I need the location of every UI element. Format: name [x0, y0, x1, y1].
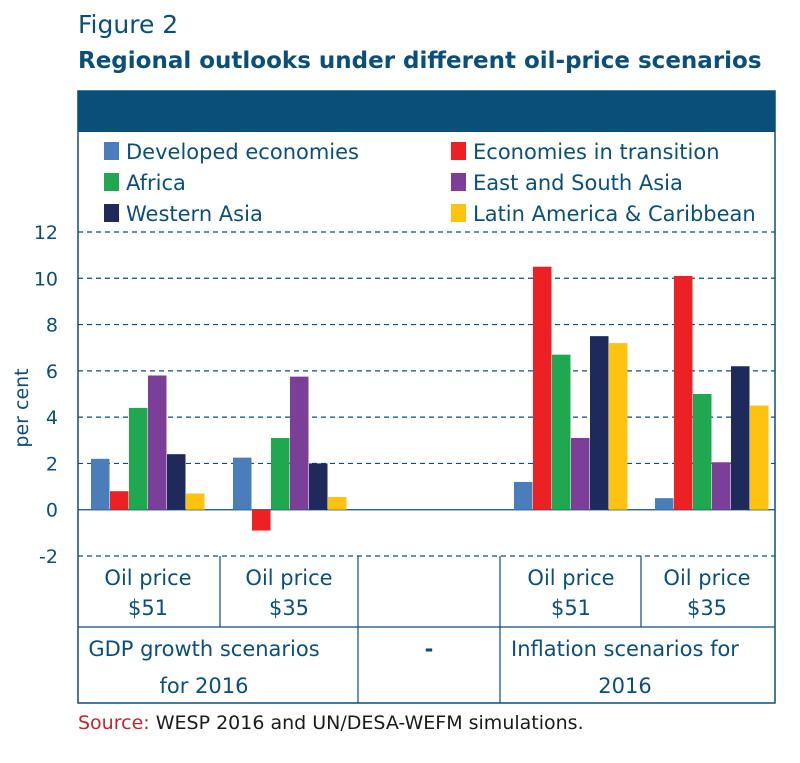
group-label: $35: [687, 596, 727, 620]
bar: [609, 343, 628, 510]
legend-swatch: [104, 204, 119, 222]
bar: [309, 463, 328, 510]
source-label: Source:: [78, 712, 150, 734]
section-label: 2016: [598, 674, 651, 698]
legend-swatch: [104, 173, 119, 191]
legend-label: East and South Asia: [473, 171, 683, 195]
bar: [110, 491, 129, 510]
y-tick-label: 12: [34, 222, 58, 244]
source-text: WESP 2016 and UN/DESA-WEFM simulations.: [155, 712, 584, 734]
y-tick-label: 0: [46, 500, 58, 522]
section-label: for 2016: [160, 674, 249, 698]
bar: [91, 458, 110, 510]
legend: Developed economies Economies in transiti…: [104, 140, 756, 226]
bar: [328, 496, 347, 510]
bar: [552, 354, 571, 510]
category-axis: Oil price $51 Oil price $35 Oil price $51 Oil …: [78, 556, 775, 703]
group-label: $51: [551, 596, 591, 620]
bar: [693, 394, 712, 510]
bars: [91, 266, 769, 531]
legend-label: Economies in transition: [473, 140, 720, 164]
bar: [674, 275, 693, 510]
bar: [129, 407, 148, 510]
legend-label: Latin America & Caribbean: [473, 202, 756, 226]
bar: [252, 509, 271, 531]
bar: [750, 405, 769, 510]
legend-label: Africa: [126, 171, 186, 195]
group-label: Oil price: [245, 566, 332, 590]
y-tick-label: -2: [39, 546, 58, 568]
legend-swatch: [451, 173, 466, 191]
bar: [571, 437, 590, 510]
group-label: $51: [128, 596, 168, 620]
legend-swatch: [451, 204, 466, 222]
y-tick-label: 8: [46, 315, 58, 337]
section-label: -: [425, 637, 434, 661]
chart-header-band: [78, 91, 775, 132]
bar: [533, 266, 552, 510]
legend-label: Western Asia: [126, 202, 263, 226]
group-label: Oil price: [663, 566, 750, 590]
y-tick-label: 2: [46, 453, 58, 475]
legend-label: Developed economies: [126, 140, 359, 164]
y-axis: -2 0 2 4 6 8 10 12: [34, 222, 58, 568]
bar: [148, 375, 167, 510]
bar: [514, 481, 533, 510]
section-label: GDP growth scenarios: [88, 637, 319, 661]
bar: [271, 437, 290, 510]
y-tick-label: 6: [46, 361, 58, 383]
chart-title: Regional outlooks under different oil-pr…: [78, 48, 762, 74]
bar: [290, 376, 309, 510]
legend-swatch: [104, 142, 119, 160]
y-tick-label: 10: [34, 268, 58, 290]
chart-frame: [77, 90, 776, 704]
figure-label: Figure 2: [78, 10, 179, 39]
y-axis-label: per cent: [11, 368, 33, 447]
bar: [167, 454, 186, 510]
bar: [731, 366, 750, 510]
legend-swatch: [451, 142, 466, 160]
bar: [712, 462, 731, 510]
y-tick-label: 4: [46, 407, 58, 429]
source-note: Source: WESP 2016 and UN/DESA-WEFM simul…: [78, 712, 584, 734]
section-label: Inflation scenarios for: [511, 637, 739, 661]
group-label: Oil price: [527, 566, 614, 590]
group-label: $35: [269, 596, 309, 620]
group-label: Oil price: [104, 566, 191, 590]
bar: [590, 336, 609, 510]
bar: [233, 457, 252, 510]
bar: [186, 493, 205, 510]
bar: [655, 498, 674, 510]
